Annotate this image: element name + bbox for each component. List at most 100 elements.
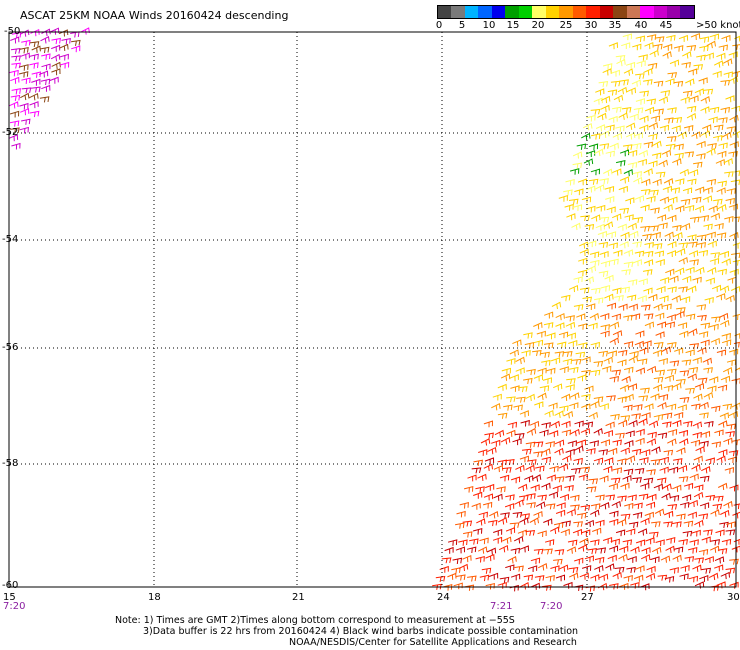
wind-barb: [573, 521, 583, 528]
wind-barb: [71, 39, 81, 46]
wind-barb: [483, 463, 493, 471]
wind-barb: [504, 503, 515, 511]
wind-barb: [610, 477, 621, 484]
wind-barbs-layer: [8, 27, 740, 592]
wind-barb: [550, 357, 561, 365]
wind-barb: [620, 447, 630, 455]
wind-barb: [699, 401, 709, 410]
wind-barb: [569, 402, 579, 410]
wind-barb: [612, 571, 622, 580]
wind-barb: [603, 465, 613, 473]
wind-barb: [552, 383, 563, 391]
wind-barb: [463, 531, 473, 538]
wind-barb: [692, 431, 702, 439]
wind-barb: [535, 465, 545, 472]
wind-barb: [650, 459, 661, 466]
wind-barb: [523, 377, 533, 385]
wind-barb: [698, 249, 709, 257]
wind-barb: [694, 484, 704, 492]
wind-barb: [633, 502, 643, 509]
wind-barb: [19, 46, 29, 54]
wind-barb: [566, 508, 576, 517]
wind-barb: [595, 88, 605, 96]
wind-barb: [618, 553, 628, 562]
wind-barb: [493, 529, 503, 536]
wind-barb: [593, 428, 603, 436]
wind-barb: [687, 285, 697, 293]
wind-barb: [637, 295, 647, 303]
wind-barb: [701, 567, 712, 574]
colorbar-segment: [572, 6, 587, 18]
wind-barb: [29, 53, 39, 61]
wind-barb: [580, 428, 591, 436]
wind-barb: [679, 330, 689, 338]
wind-barb: [656, 214, 667, 222]
wind-barb: [626, 294, 637, 301]
wind-barb: [600, 95, 611, 104]
wind-barb: [653, 376, 664, 383]
wind-speed-colorbar: [437, 5, 695, 19]
wind-barb: [672, 117, 683, 124]
wind-barb: [717, 482, 728, 491]
wind-barb: [633, 132, 643, 140]
wind-barb: [506, 429, 516, 437]
wind-barb: [602, 63, 613, 70]
wind-barb: [678, 538, 689, 546]
wind-barb: [646, 98, 656, 105]
wind-barb: [637, 158, 647, 166]
wind-barb: [643, 250, 654, 258]
wind-barb: [641, 546, 651, 555]
wind-barb: [541, 422, 551, 429]
wind-barb: [546, 474, 556, 482]
wind-barb: [571, 467, 581, 474]
wind-barb: [529, 420, 540, 429]
wind-barb: [619, 207, 630, 214]
wind-barb: [728, 411, 739, 419]
wind-barb: [656, 286, 666, 293]
colorbar-segment: [491, 6, 506, 18]
wind-barb: [580, 504, 591, 512]
wind-barb: [546, 332, 556, 340]
wind-barb: [651, 446, 661, 454]
wind-barb: [667, 341, 677, 349]
wind-barb: [622, 474, 632, 483]
wind-barb: [611, 313, 621, 321]
wind-barb: [692, 276, 702, 284]
wind-barb: [502, 467, 512, 474]
wind-barb: [704, 420, 714, 428]
wind-barb: [615, 432, 625, 439]
wind-barb: [492, 536, 503, 544]
wind-barb: [634, 195, 645, 203]
wind-barb: [9, 101, 19, 109]
wind-barb: [719, 250, 730, 258]
wind-barb: [584, 385, 594, 393]
wind-barb: [702, 124, 712, 132]
wind-barb: [726, 521, 736, 528]
wind-barb: [649, 531, 659, 538]
wind-barb: [571, 222, 581, 231]
wind-barb: [586, 486, 597, 493]
colorbar-segment: [666, 6, 681, 18]
wind-barb: [623, 314, 633, 322]
wind-barb: [584, 519, 595, 528]
colorbar-segment: [599, 6, 614, 18]
wind-barb: [645, 537, 655, 545]
wind-barb: [512, 438, 522, 446]
wind-barb: [595, 184, 605, 192]
wind-barb: [688, 575, 699, 583]
wind-barb: [549, 526, 560, 534]
wind-barb: [593, 457, 604, 465]
wind-barb: [589, 312, 600, 321]
wind-barb: [635, 565, 645, 573]
colorbar-segment: [626, 6, 641, 18]
wind-barb: [698, 548, 709, 556]
wind-barb: [612, 106, 622, 113]
wind-barb: [442, 584, 453, 591]
wind-barb: [698, 77, 708, 85]
wind-barb: [713, 198, 723, 205]
wind-barb: [535, 501, 546, 509]
wind-barb: [632, 241, 642, 248]
wind-barb: [662, 51, 672, 59]
wind-barb: [710, 252, 721, 259]
wind-barb: [716, 52, 726, 60]
